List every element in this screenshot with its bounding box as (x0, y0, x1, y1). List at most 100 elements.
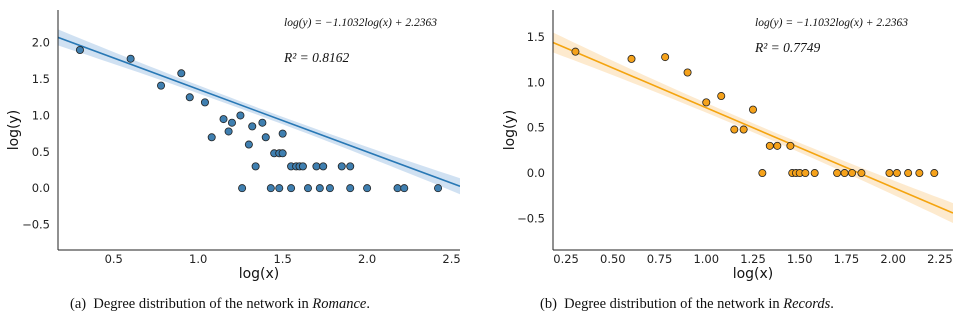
data-point (261, 133, 270, 142)
x-tick-label: 1.25 (740, 252, 766, 266)
y-tick-label: 1.5 (32, 72, 50, 86)
data-point (801, 169, 810, 178)
data-point (683, 68, 692, 77)
data-point (75, 46, 84, 55)
data-point (303, 184, 312, 193)
data-point (915, 169, 924, 178)
y-tick-label: 1.0 (527, 75, 545, 89)
x-tick-label: 1.5 (273, 252, 291, 266)
data-point (739, 125, 748, 134)
x-axis-label: log(x) (733, 266, 774, 282)
data-point (400, 184, 409, 193)
data-point (177, 69, 186, 78)
data-point (810, 169, 819, 178)
data-point (312, 162, 321, 171)
data-point (219, 115, 228, 124)
data-point (298, 162, 307, 171)
y-tick-label: 0.0 (527, 166, 545, 180)
data-point (786, 141, 795, 150)
data-point (244, 140, 253, 149)
x-tick-label: 0.5 (105, 252, 123, 266)
data-point (717, 92, 726, 101)
x-tick-label: 2.0 (358, 252, 376, 266)
y-tick-label: −0.5 (22, 218, 50, 232)
data-point (661, 53, 670, 62)
data-point (278, 129, 287, 138)
data-point (885, 169, 894, 178)
data-point (749, 105, 758, 114)
data-point (892, 169, 901, 178)
data-point (236, 111, 245, 120)
data-point (278, 149, 287, 158)
caption-a-text: Degree distribution of the network in (93, 296, 309, 312)
caption-a-label: (a) (70, 296, 87, 312)
regression-line (553, 41, 953, 214)
data-point (346, 184, 355, 193)
data-point (224, 127, 233, 136)
data-point (248, 122, 257, 131)
y-tick-label: 1.0 (32, 108, 50, 122)
data-point (346, 162, 355, 171)
data-point (930, 169, 939, 178)
x-tick-label: 2.5 (442, 252, 460, 266)
x-axis-label: log(x) (239, 266, 280, 282)
r-squared-annotation: R² = 0.7749 (754, 40, 821, 55)
caption-b-text: Degree distribution of the network in (564, 296, 780, 312)
data-point (848, 169, 857, 178)
y-tick-label: 2.0 (32, 36, 50, 50)
y-axis-label: log(y) (6, 110, 22, 151)
y-tick-label: 0.0 (32, 181, 50, 195)
chart-panel-a: 0.5 1.0 1.5 2.0 2.5 −0.5 0.0 0.5 1.0 1.5 2.0 log(x)… (6, 10, 461, 282)
caption-b: (b) Degree distribution of the network i… (540, 296, 834, 312)
caption-a: (a) Degree distribution of the network i… (70, 296, 370, 312)
chart-panel-b: 0.25 0.50 0.75 1.00 1.25 1.50 1.75 2.00 2.25 −0.5… (502, 10, 953, 282)
data-point (571, 47, 580, 56)
data-point (207, 133, 216, 142)
x-tick-label: 1.00 (693, 252, 719, 266)
data-point (157, 81, 166, 90)
data-point (730, 125, 739, 134)
data-point (363, 184, 372, 193)
y-tick-label: 0.5 (32, 145, 50, 159)
data-point (765, 141, 774, 150)
y-tick-label: 1.5 (527, 30, 545, 44)
data-point (258, 118, 267, 127)
x-tick-label: 1.50 (787, 252, 813, 266)
data-point (758, 169, 767, 178)
x-tick-label: 1.0 (189, 252, 207, 266)
data-point (337, 162, 346, 171)
data-point (434, 184, 443, 193)
caption-b-label: (b) (540, 296, 557, 312)
data-point (275, 184, 284, 193)
y-axis-label: log(y) (502, 110, 518, 151)
data-point (325, 184, 334, 193)
caption-a-emph: Romance (312, 296, 367, 312)
data-point (904, 169, 913, 178)
data-point (200, 98, 209, 107)
y-tick-label: −0.5 (517, 211, 545, 225)
regression-line (58, 36, 460, 187)
data-point (185, 93, 194, 102)
x-tick-label: 1.75 (834, 252, 860, 266)
equation-annotation: log(y) = −1.1032log(x) + 2.2363 (755, 17, 908, 29)
data-point (251, 162, 260, 171)
equation-annotation: log(y) = −1.1032log(x) + 2.2363 (284, 17, 437, 29)
x-tick-label: 2.00 (880, 252, 906, 266)
data-point (393, 184, 402, 193)
data-point (227, 118, 236, 127)
data-point (840, 169, 849, 178)
caption-b-emph: Records (783, 296, 831, 312)
data-point (315, 184, 324, 193)
data-point (773, 141, 782, 150)
data-point (266, 184, 275, 193)
data-point (833, 169, 842, 178)
data-point (319, 162, 328, 171)
data-point (126, 54, 135, 63)
x-tick-label: 0.50 (600, 252, 626, 266)
data-point (238, 184, 247, 193)
data-point (287, 184, 296, 193)
data-point (702, 98, 711, 107)
x-tick-label: 0.25 (553, 252, 579, 266)
x-tick-label: 0.75 (647, 252, 673, 266)
